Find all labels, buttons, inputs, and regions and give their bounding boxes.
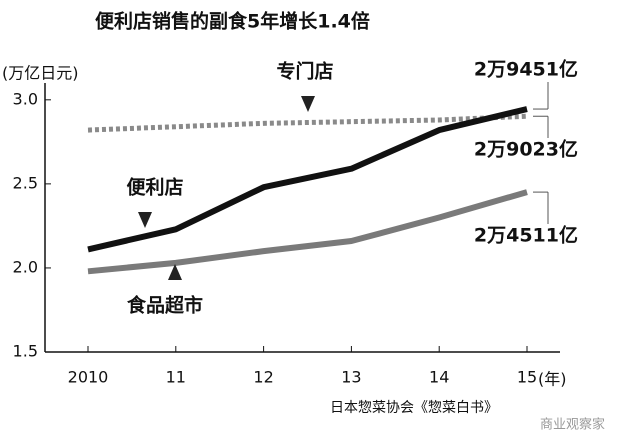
y-axis-label: (万亿日元) bbox=[2, 64, 79, 83]
series-line bbox=[87, 189, 528, 275]
x-tick-label: 2010 bbox=[68, 368, 109, 387]
series-name: 专门店 bbox=[276, 60, 333, 83]
source: 日本惣菜协会《惣菜白书》 bbox=[330, 400, 498, 416]
x-tick-label: 14 bbox=[429, 368, 449, 387]
x-tick-label: 15 bbox=[517, 368, 537, 387]
series-arrow bbox=[168, 264, 182, 280]
y-tick-label: 1.5 bbox=[13, 342, 38, 361]
series-arrow bbox=[138, 212, 152, 228]
y-tick-label: 2.5 bbox=[13, 173, 38, 192]
series-line bbox=[87, 113, 528, 133]
x-axis-unit: (年) bbox=[538, 370, 567, 389]
value-label: 2万4511亿 bbox=[474, 224, 578, 247]
series-line bbox=[87, 106, 528, 253]
x-tick-label: 13 bbox=[341, 368, 361, 387]
value-label: 2万9023亿 bbox=[474, 138, 578, 161]
series-arrow bbox=[301, 96, 315, 112]
chart-title: 便利店销售的副食5年增长1.4倍 bbox=[95, 10, 370, 33]
y-tick-label: 2.0 bbox=[13, 257, 38, 276]
x-tick-label: 11 bbox=[166, 368, 186, 387]
x-tick-label: 12 bbox=[253, 368, 273, 387]
series-name: 便利店 bbox=[126, 176, 183, 199]
y-tick-label: 3.0 bbox=[13, 89, 38, 108]
value-label: 2万9451亿 bbox=[474, 58, 578, 81]
watermark: 商业观察家 bbox=[540, 417, 605, 433]
series-name: 食品超市 bbox=[127, 294, 203, 317]
